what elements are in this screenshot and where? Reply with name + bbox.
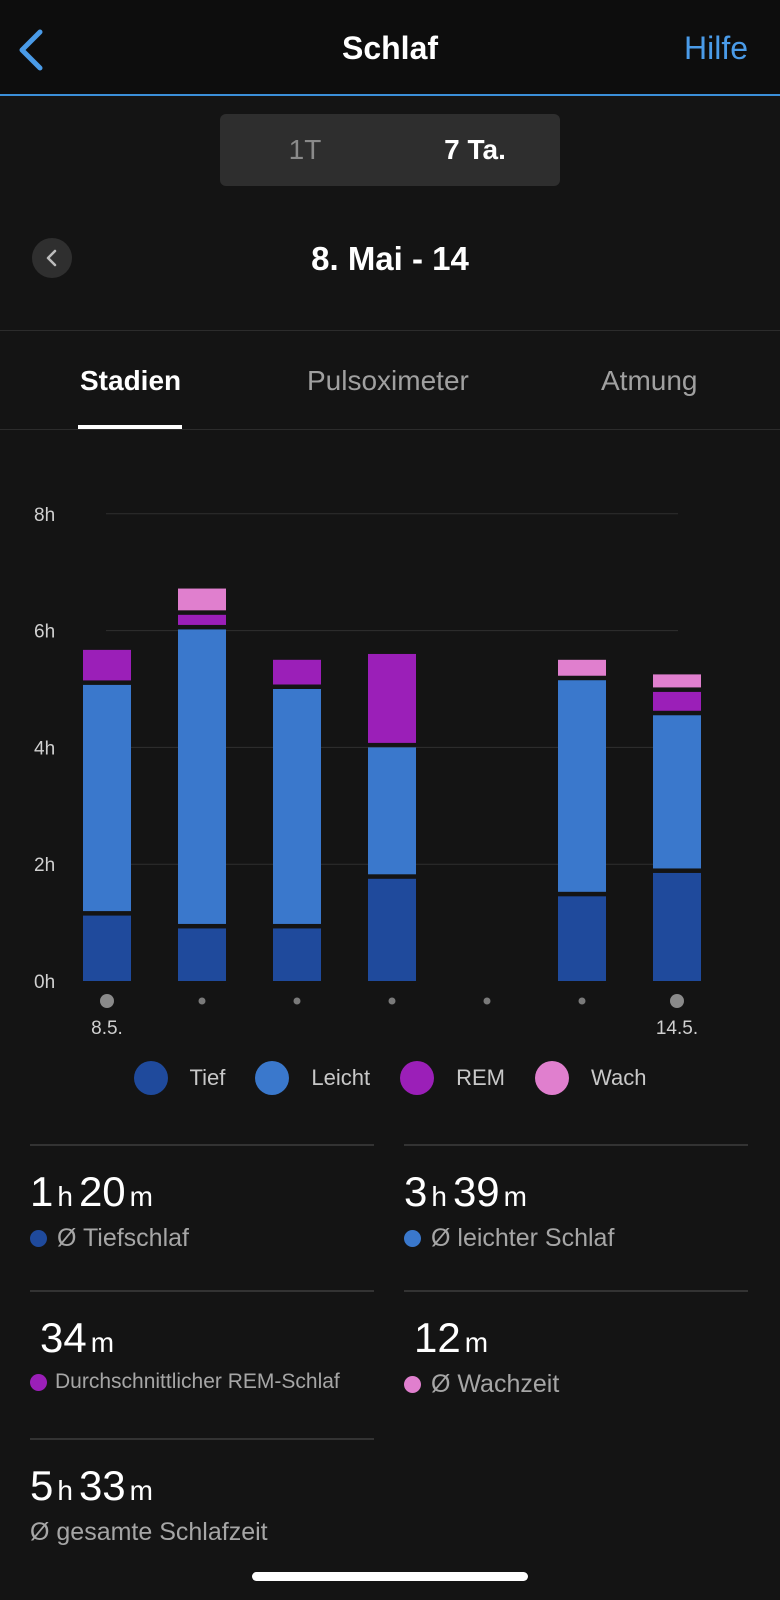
tab-stadien[interactable]: Stadien bbox=[80, 365, 182, 396]
page-title: Schlaf bbox=[341, 30, 439, 66]
bar-leicht bbox=[368, 747, 416, 875]
bar-rem bbox=[653, 691, 701, 711]
bar-wach bbox=[653, 674, 701, 688]
x-axis-dot bbox=[388, 997, 396, 1005]
stat-light-sleep: 3 h 39 m Ø leichter Schlaf bbox=[404, 1144, 748, 1291]
x-axis-dot bbox=[670, 994, 684, 1008]
legend-label: Wach bbox=[591, 1065, 647, 1090]
legend-item-rem: REM bbox=[400, 1061, 505, 1095]
bar-tief bbox=[558, 896, 606, 981]
sleep-stages-chart: 0h 2h 4h 6h 8h 8.5. 14.5. bbox=[34, 505, 701, 1039]
color-dot bbox=[404, 1230, 421, 1247]
bar-rem bbox=[368, 653, 416, 743]
bar-tief bbox=[273, 928, 321, 981]
range-option-7days[interactable]: 7 Ta. bbox=[444, 134, 506, 165]
stat-label: Ø leichter Schlaf bbox=[404, 1224, 614, 1253]
stat-value: 12 m bbox=[414, 1314, 489, 1361]
tab-atmung[interactable]: Atmung bbox=[601, 365, 698, 396]
stat-value: 1 h 20 m bbox=[30, 1168, 153, 1215]
bar-wach bbox=[558, 659, 606, 676]
nav-bar: Schlaf Hilfe bbox=[0, 0, 780, 96]
bar-leicht bbox=[558, 680, 606, 892]
help-link[interactable]: Hilfe bbox=[683, 30, 748, 66]
chevron-left-icon bbox=[46, 249, 57, 267]
bar-leicht bbox=[273, 689, 321, 924]
legend-item-leicht: Leicht bbox=[255, 1061, 370, 1095]
legend-dot bbox=[400, 1061, 435, 1095]
stat-label: Durchschnittlicher REM-Schlaf bbox=[30, 1370, 340, 1394]
legend-dot bbox=[535, 1061, 570, 1095]
legend-label: Tief bbox=[189, 1065, 226, 1090]
legend-item-tief: Tief bbox=[133, 1061, 226, 1095]
x-tick-label: 8.5. bbox=[91, 1018, 123, 1039]
stat-awake-time: 12 m Ø Wachzeit bbox=[404, 1290, 748, 1437]
home-indicator bbox=[252, 1572, 528, 1581]
legend-label: REM bbox=[456, 1065, 506, 1090]
tab-pulsoximeter[interactable]: Pulsoximeter bbox=[307, 365, 469, 396]
y-tick-label: 4h bbox=[34, 738, 55, 759]
x-axis-dot bbox=[198, 997, 206, 1005]
stat-label: Ø gesamte Schlafzeit bbox=[30, 1518, 268, 1546]
bar-tief bbox=[178, 928, 226, 981]
tab-bar: Stadien Pulsoximeter Atmung bbox=[0, 330, 780, 430]
stat-label: Ø Tiefschlaf bbox=[30, 1224, 189, 1253]
bar-tief bbox=[653, 872, 701, 981]
bar-tief bbox=[368, 878, 416, 981]
color-dot bbox=[30, 1373, 47, 1391]
back-button[interactable] bbox=[14, 28, 54, 72]
legend-dot bbox=[133, 1061, 168, 1095]
color-dot bbox=[404, 1376, 421, 1393]
range-toggle: 1T 7 Ta. bbox=[220, 114, 560, 186]
bar-leicht bbox=[83, 684, 131, 912]
bar-leicht bbox=[178, 629, 226, 924]
bar-leicht bbox=[653, 715, 701, 869]
bar-rem bbox=[83, 649, 131, 681]
bar-tief bbox=[83, 915, 131, 981]
y-tick-label: 0h bbox=[34, 972, 55, 993]
color-dot bbox=[30, 1230, 47, 1247]
stat-value: 5 h 33 m bbox=[30, 1462, 153, 1509]
stat-value: 3 h 39 m bbox=[404, 1168, 527, 1215]
stat-total-sleep: 5 h 33 m Ø gesamte Schlafzeit bbox=[30, 1438, 374, 1585]
date-range-label: 8. Mai - 14 bbox=[311, 240, 469, 277]
y-tick-label: 8h bbox=[34, 505, 55, 526]
x-axis-dot bbox=[483, 997, 491, 1005]
legend-item-wach: Wach bbox=[535, 1061, 646, 1095]
chart-legend: Tief Leicht REM Wach bbox=[0, 1060, 780, 1096]
active-tab-indicator bbox=[78, 425, 182, 429]
chevron-left-icon bbox=[19, 29, 43, 71]
bar-rem bbox=[178, 614, 226, 625]
x-axis-dot bbox=[578, 997, 586, 1005]
x-tick-label: 14.5. bbox=[656, 1018, 698, 1039]
bar-rem bbox=[273, 659, 321, 685]
stat-label: Ø Wachzeit bbox=[404, 1370, 559, 1399]
stat-rem-sleep: 34 m Durchschnittlicher REM-Schlaf bbox=[30, 1290, 374, 1437]
bar-wach bbox=[178, 588, 226, 611]
legend-dot bbox=[255, 1061, 290, 1095]
date-navigator: 8. Mai - 14 bbox=[0, 230, 780, 290]
y-tick-label: 6h bbox=[34, 622, 55, 643]
legend-label: Leicht bbox=[311, 1065, 371, 1090]
stat-deep-sleep: 1 h 20 m Ø Tiefschlaf bbox=[30, 1144, 374, 1291]
x-axis-dot bbox=[293, 997, 301, 1005]
stat-value: 34 m bbox=[40, 1314, 115, 1361]
x-axis-dot bbox=[100, 994, 114, 1008]
previous-period-button[interactable] bbox=[32, 238, 72, 278]
range-option-1t[interactable]: 1T bbox=[288, 134, 322, 165]
y-tick-label: 2h bbox=[34, 855, 55, 876]
